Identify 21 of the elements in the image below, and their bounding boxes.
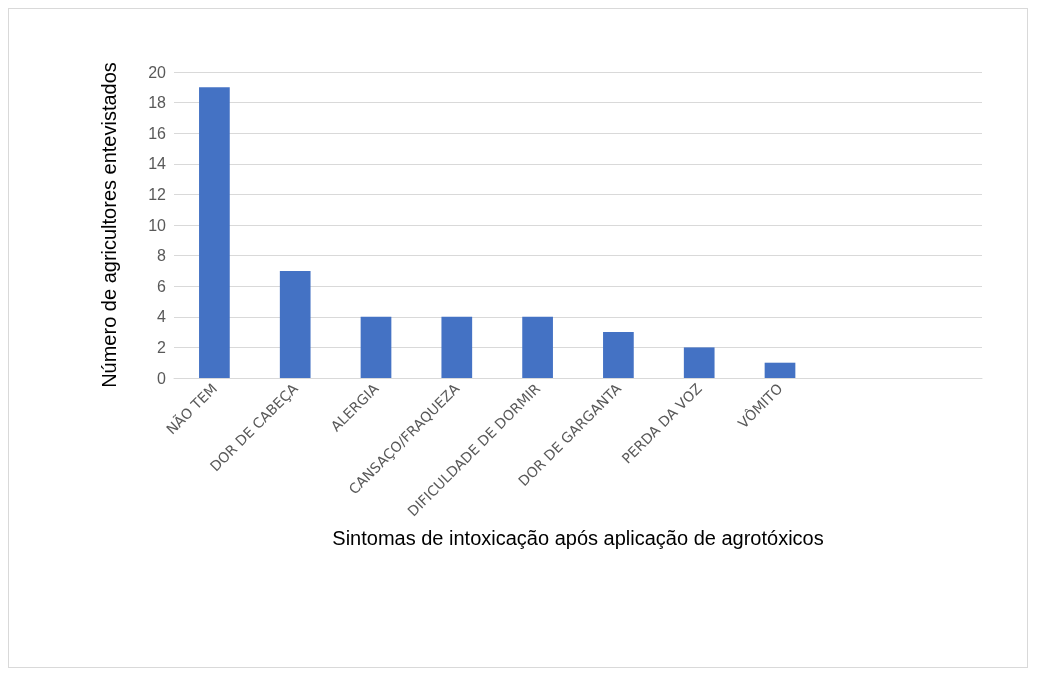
bar: [360, 316, 392, 378]
bar: [199, 87, 230, 378]
y-tick-label: 0: [157, 369, 167, 387]
y-tick-label: 10: [148, 216, 167, 234]
bar: [522, 316, 553, 378]
bar: [441, 316, 473, 378]
y-tick-label: 4: [157, 308, 167, 326]
y-tick-label: 16: [148, 124, 167, 142]
y-tick-label: 18: [148, 94, 167, 112]
bar: [603, 332, 634, 378]
bar: [683, 347, 715, 378]
y-tick-label: 6: [157, 277, 167, 295]
bar: [764, 362, 796, 378]
y-tick-label: 20: [148, 63, 167, 81]
x-axis-title: Sintomas de intoxicação após aplicação de agrotóxicos: [332, 527, 824, 549]
y-tick-label: 8: [157, 247, 167, 265]
y-tick-label: 12: [148, 185, 167, 203]
y-axis-title: Número de agricultores entevistados: [98, 62, 120, 388]
y-tick-label: 14: [148, 155, 167, 173]
bar: [279, 270, 311, 378]
y-tick-label: 2: [157, 338, 167, 356]
